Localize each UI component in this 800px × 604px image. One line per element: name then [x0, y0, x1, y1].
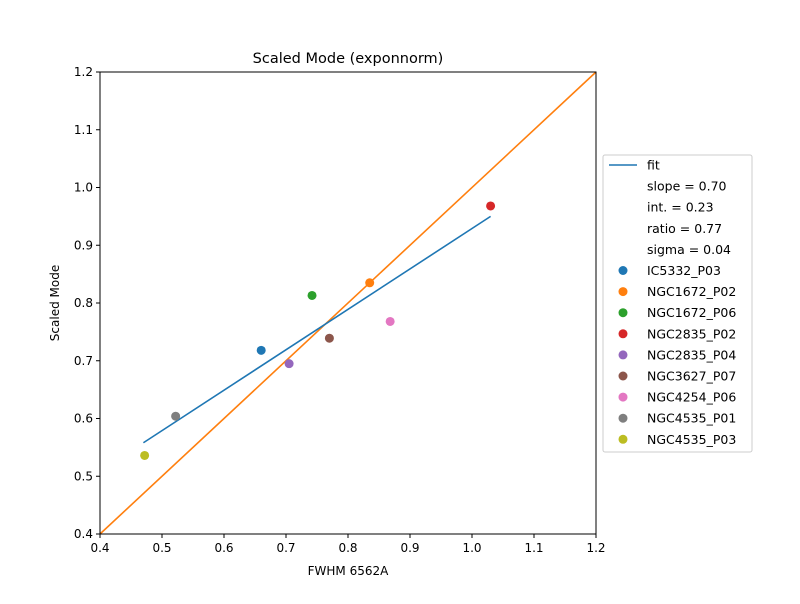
legend-marker [618, 329, 628, 339]
data-point-ngc4535-p03 [140, 450, 150, 460]
x-tick-label: 1.0 [462, 541, 481, 555]
data-point-ngc2835-p02 [486, 201, 496, 211]
y-tick-label: 1.0 [74, 181, 93, 195]
legend-label-fit: fit [647, 158, 660, 173]
legend-label: NGC3627_P07 [647, 369, 736, 384]
y-tick-label: 1.1 [74, 123, 93, 137]
x-tick-label: 0.7 [276, 541, 295, 555]
y-axis-label: Scaled Mode [48, 265, 62, 341]
y-tick-label: 0.8 [74, 296, 93, 310]
legend-label: NGC1672_P02 [647, 284, 736, 299]
data-point-ngc3627-p07 [324, 333, 334, 343]
data-points [140, 201, 496, 460]
legend-marker [618, 350, 628, 360]
x-tick-label: 0.5 [152, 541, 171, 555]
x-tick-label: 1.2 [586, 541, 605, 555]
identity-line [99, 71, 597, 535]
y-tick-label: 0.4 [74, 527, 93, 541]
data-point-ngc4254-p06 [385, 316, 395, 326]
legend-label: NGC2835_P04 [647, 347, 736, 362]
legend-stat: ratio = 0.77 [647, 221, 722, 236]
x-axis-ticks: 0.4 0.5 0.6 0.7 0.8 0.9 1.0 1.1 1.2 [90, 534, 606, 555]
legend-label: NGC4535_P01 [647, 411, 736, 426]
legend-marker [618, 392, 628, 402]
legend-label: IC5332_P03 [647, 263, 721, 278]
legend-marker [618, 413, 628, 423]
legend-stat: sigma = 0.04 [647, 242, 731, 257]
legend-box [602, 154, 753, 453]
legend-stat: slope = 0.70 [647, 179, 727, 194]
legend-label: NGC4535_P03 [647, 432, 736, 447]
legend-label: NGC2835_P02 [647, 326, 736, 341]
data-point-ngc1672-p02 [365, 278, 375, 288]
chart-title: Scaled Mode (exponnorm) [253, 51, 444, 67]
y-tick-label: 0.5 [74, 469, 93, 483]
x-axis-label: FWHM 6562A [308, 564, 389, 578]
legend-items: fit slope = 0.70 int. = 0.23 ratio = 0.77 si… [609, 158, 736, 447]
legend: fit slope = 0.70 int. = 0.23 ratio = 0.77 si… [602, 154, 753, 453]
x-tick-label: 0.8 [338, 541, 357, 555]
legend-marker [618, 308, 628, 318]
x-tick-label: 0.6 [214, 541, 233, 555]
x-tick-label: 0.4 [90, 541, 109, 555]
y-tick-label: 0.6 [74, 412, 93, 426]
legend-marker [618, 287, 628, 297]
y-tick-label: 0.9 [74, 238, 93, 252]
data-point-ngc1672-p06 [307, 290, 317, 300]
x-tick-label: 1.1 [524, 541, 543, 555]
data-point-ngc2835-p04 [284, 359, 294, 369]
data-point-ic5332-p03 [256, 345, 266, 355]
legend-label: NGC1672_P06 [647, 305, 736, 320]
legend-marker [618, 434, 628, 444]
legend-stat: int. = 0.23 [647, 200, 714, 215]
legend-marker [618, 266, 628, 275]
x-tick-label: 0.9 [400, 541, 419, 555]
y-axis-ticks: 0.4 0.5 0.6 0.7 0.8 0.9 1.0 1.1 1.2 [74, 65, 100, 541]
data-point-ngc4535-p01 [171, 411, 181, 421]
legend-marker [618, 371, 628, 381]
fit-line [142, 215, 492, 444]
y-tick-label: 1.2 [74, 65, 93, 79]
legend-label: NGC4254_P06 [647, 390, 736, 405]
y-tick-label: 0.7 [74, 354, 93, 368]
plot-area [99, 71, 597, 535]
